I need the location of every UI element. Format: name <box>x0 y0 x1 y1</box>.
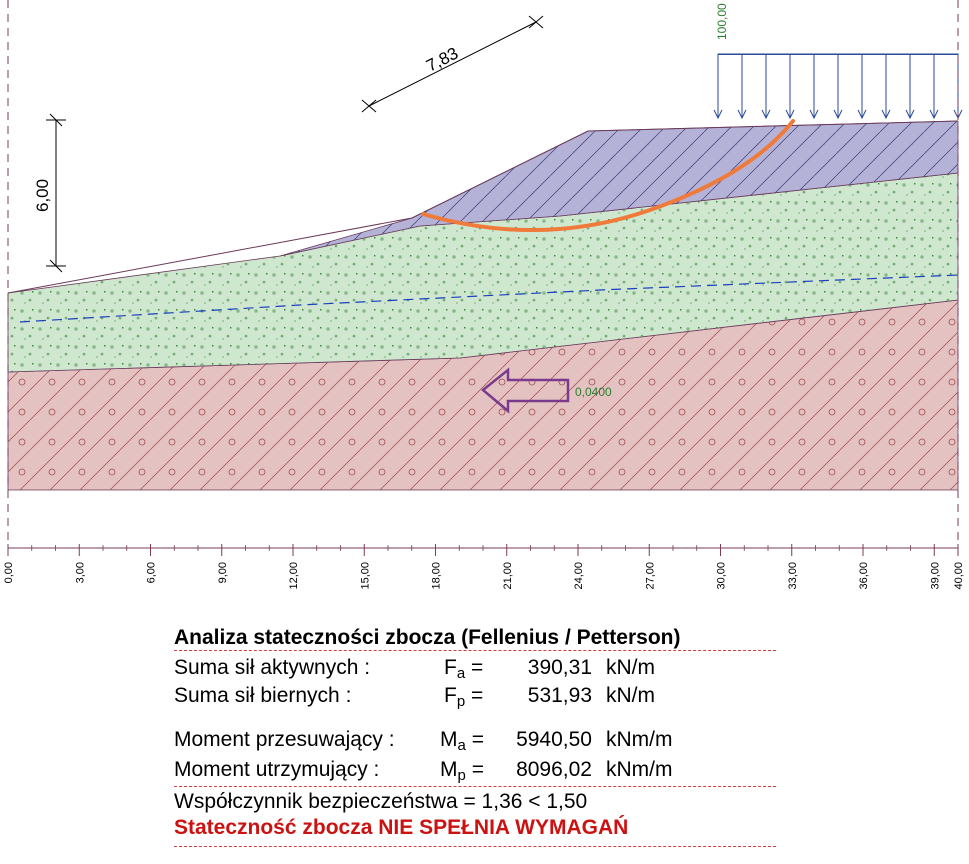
axis-tick-label: 36,00 <box>858 562 870 590</box>
active-forces-symbol: Fa = <box>444 656 484 682</box>
active-forces-unit: kN/m <box>606 656 655 679</box>
axis-tick-label: 12,00 <box>288 562 300 590</box>
x-axis: 0,00 3,00 6,00 9,00 12,00 15,00 18,00 21,00 24,0… <box>3 544 965 590</box>
axis-tick-label: 9,00 <box>217 562 229 583</box>
axis-tick-label: 3,00 <box>74 562 86 583</box>
axis-tick-label: 21,00 <box>502 562 514 590</box>
passive-forces-unit: kN/m <box>606 684 655 707</box>
axis-tick-label: 39,00 <box>929 562 941 590</box>
load-arrow-head <box>833 109 843 120</box>
axis-tick-label: 40,00 <box>953 562 965 590</box>
terrain-surface <box>7 120 959 294</box>
slip-surface-arc <box>421 119 795 232</box>
passive-forces-value: 531,93 <box>527 684 592 707</box>
seismic-load-arrow <box>481 367 570 414</box>
seismic-value-label: 0,0400 <box>575 385 612 399</box>
verdict-text: Stateczność zbocza NIE SPEŁNIA WYMAGAŃ <box>174 816 629 839</box>
safety-factor-text: Współczynnik bezpieczeństwa = 1,36 < 1,5… <box>174 790 588 813</box>
active-forces-value: 390,31 <box>527 656 592 679</box>
load-arrow-head <box>761 109 771 120</box>
axis-tick-label: 18,00 <box>431 562 443 590</box>
soil-layer-rock <box>7 299 959 491</box>
load-arrow-head <box>929 109 939 120</box>
load-value-label: 100,00 <box>715 3 729 40</box>
active-forces-label: Suma sił aktywnych : <box>174 656 371 679</box>
axis-tick-label: 27,00 <box>644 562 656 590</box>
driving-moment-label: Moment przesuwający : <box>174 728 395 751</box>
slope-dimension-label: 7,83 <box>423 44 461 76</box>
separator <box>174 650 776 651</box>
load-arrow-head <box>857 109 867 120</box>
axis-tick-label: 24,00 <box>573 562 585 590</box>
results-title: Analiza stateczności zbocza (Fellenius /… <box>174 626 681 649</box>
separator <box>174 846 776 847</box>
slope-stability-diagram: · 100,00 7,83 <box>3 0 965 590</box>
height-dimension-label: 6,00 <box>33 179 52 212</box>
water-table-line <box>19 274 959 323</box>
load-arrow-head <box>785 109 795 120</box>
axis-tick-label: 0,00 <box>3 562 15 583</box>
axis-tick-label: 15,00 <box>359 562 371 590</box>
load-arrow-head <box>881 109 891 120</box>
slope-dimension <box>361 15 544 113</box>
distributed-load <box>713 53 963 120</box>
load-arrow-head <box>905 109 915 120</box>
driving-moment-symbol: Ma = <box>440 728 484 754</box>
axis-tick-label: 33,00 <box>787 562 799 590</box>
resisting-moment-label: Moment utrzymujący : <box>174 758 380 781</box>
passive-forces-symbol: Fp = <box>444 684 484 710</box>
load-arrow-head <box>713 109 723 120</box>
separator <box>174 786 776 787</box>
height-dimension <box>46 113 66 273</box>
load-arrow-head <box>737 109 747 120</box>
driving-moment-value: 5940,50 <box>516 728 592 751</box>
resisting-moment-value: 8096,02 <box>516 758 592 781</box>
axis-tick-label: 30,00 <box>716 562 728 590</box>
driving-moment-unit: kNm/m <box>606 728 673 751</box>
resisting-moment-symbol: Mp = <box>440 758 484 784</box>
load-arrow-head <box>809 109 819 120</box>
resisting-moment-unit: kNm/m <box>606 758 673 781</box>
passive-forces-label: Suma sił biernych : <box>174 684 352 707</box>
axis-tick-label: 6,00 <box>146 562 158 583</box>
